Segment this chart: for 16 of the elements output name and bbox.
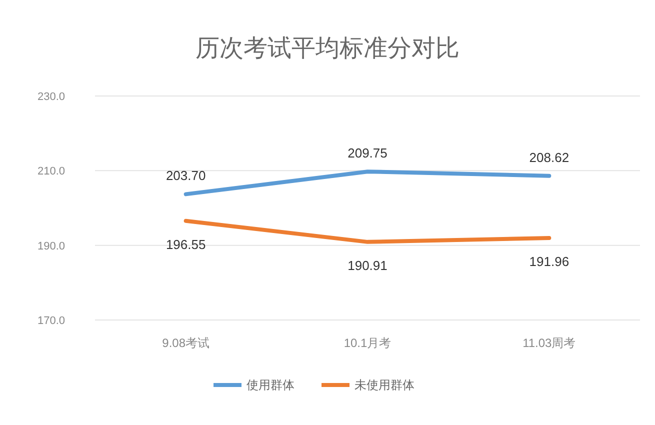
x-tick-label: 10.1月考 bbox=[344, 336, 392, 350]
y-tick-label: 190.0 bbox=[37, 240, 65, 252]
data-label: 203.70 bbox=[166, 168, 206, 184]
y-tick-label: 230.0 bbox=[37, 91, 65, 103]
legend-label: 未使用群体 bbox=[354, 378, 414, 392]
y-tick-label: 210.0 bbox=[37, 166, 65, 178]
legend-label: 使用群体 bbox=[246, 378, 294, 392]
data-label: 209.75 bbox=[348, 146, 388, 161]
chart-title: 历次考试平均标准分对比 bbox=[196, 35, 460, 62]
y-tick-label: 170.0 bbox=[37, 315, 65, 327]
data-label: 191.96 bbox=[529, 254, 570, 270]
x-tick-label: 9.08考试 bbox=[162, 336, 210, 350]
data-label: 196.55 bbox=[166, 236, 206, 252]
x-tick-label: 11.03周考 bbox=[522, 336, 576, 350]
data-label: 208.62 bbox=[529, 150, 570, 165]
data-label: 190.91 bbox=[348, 258, 388, 273]
